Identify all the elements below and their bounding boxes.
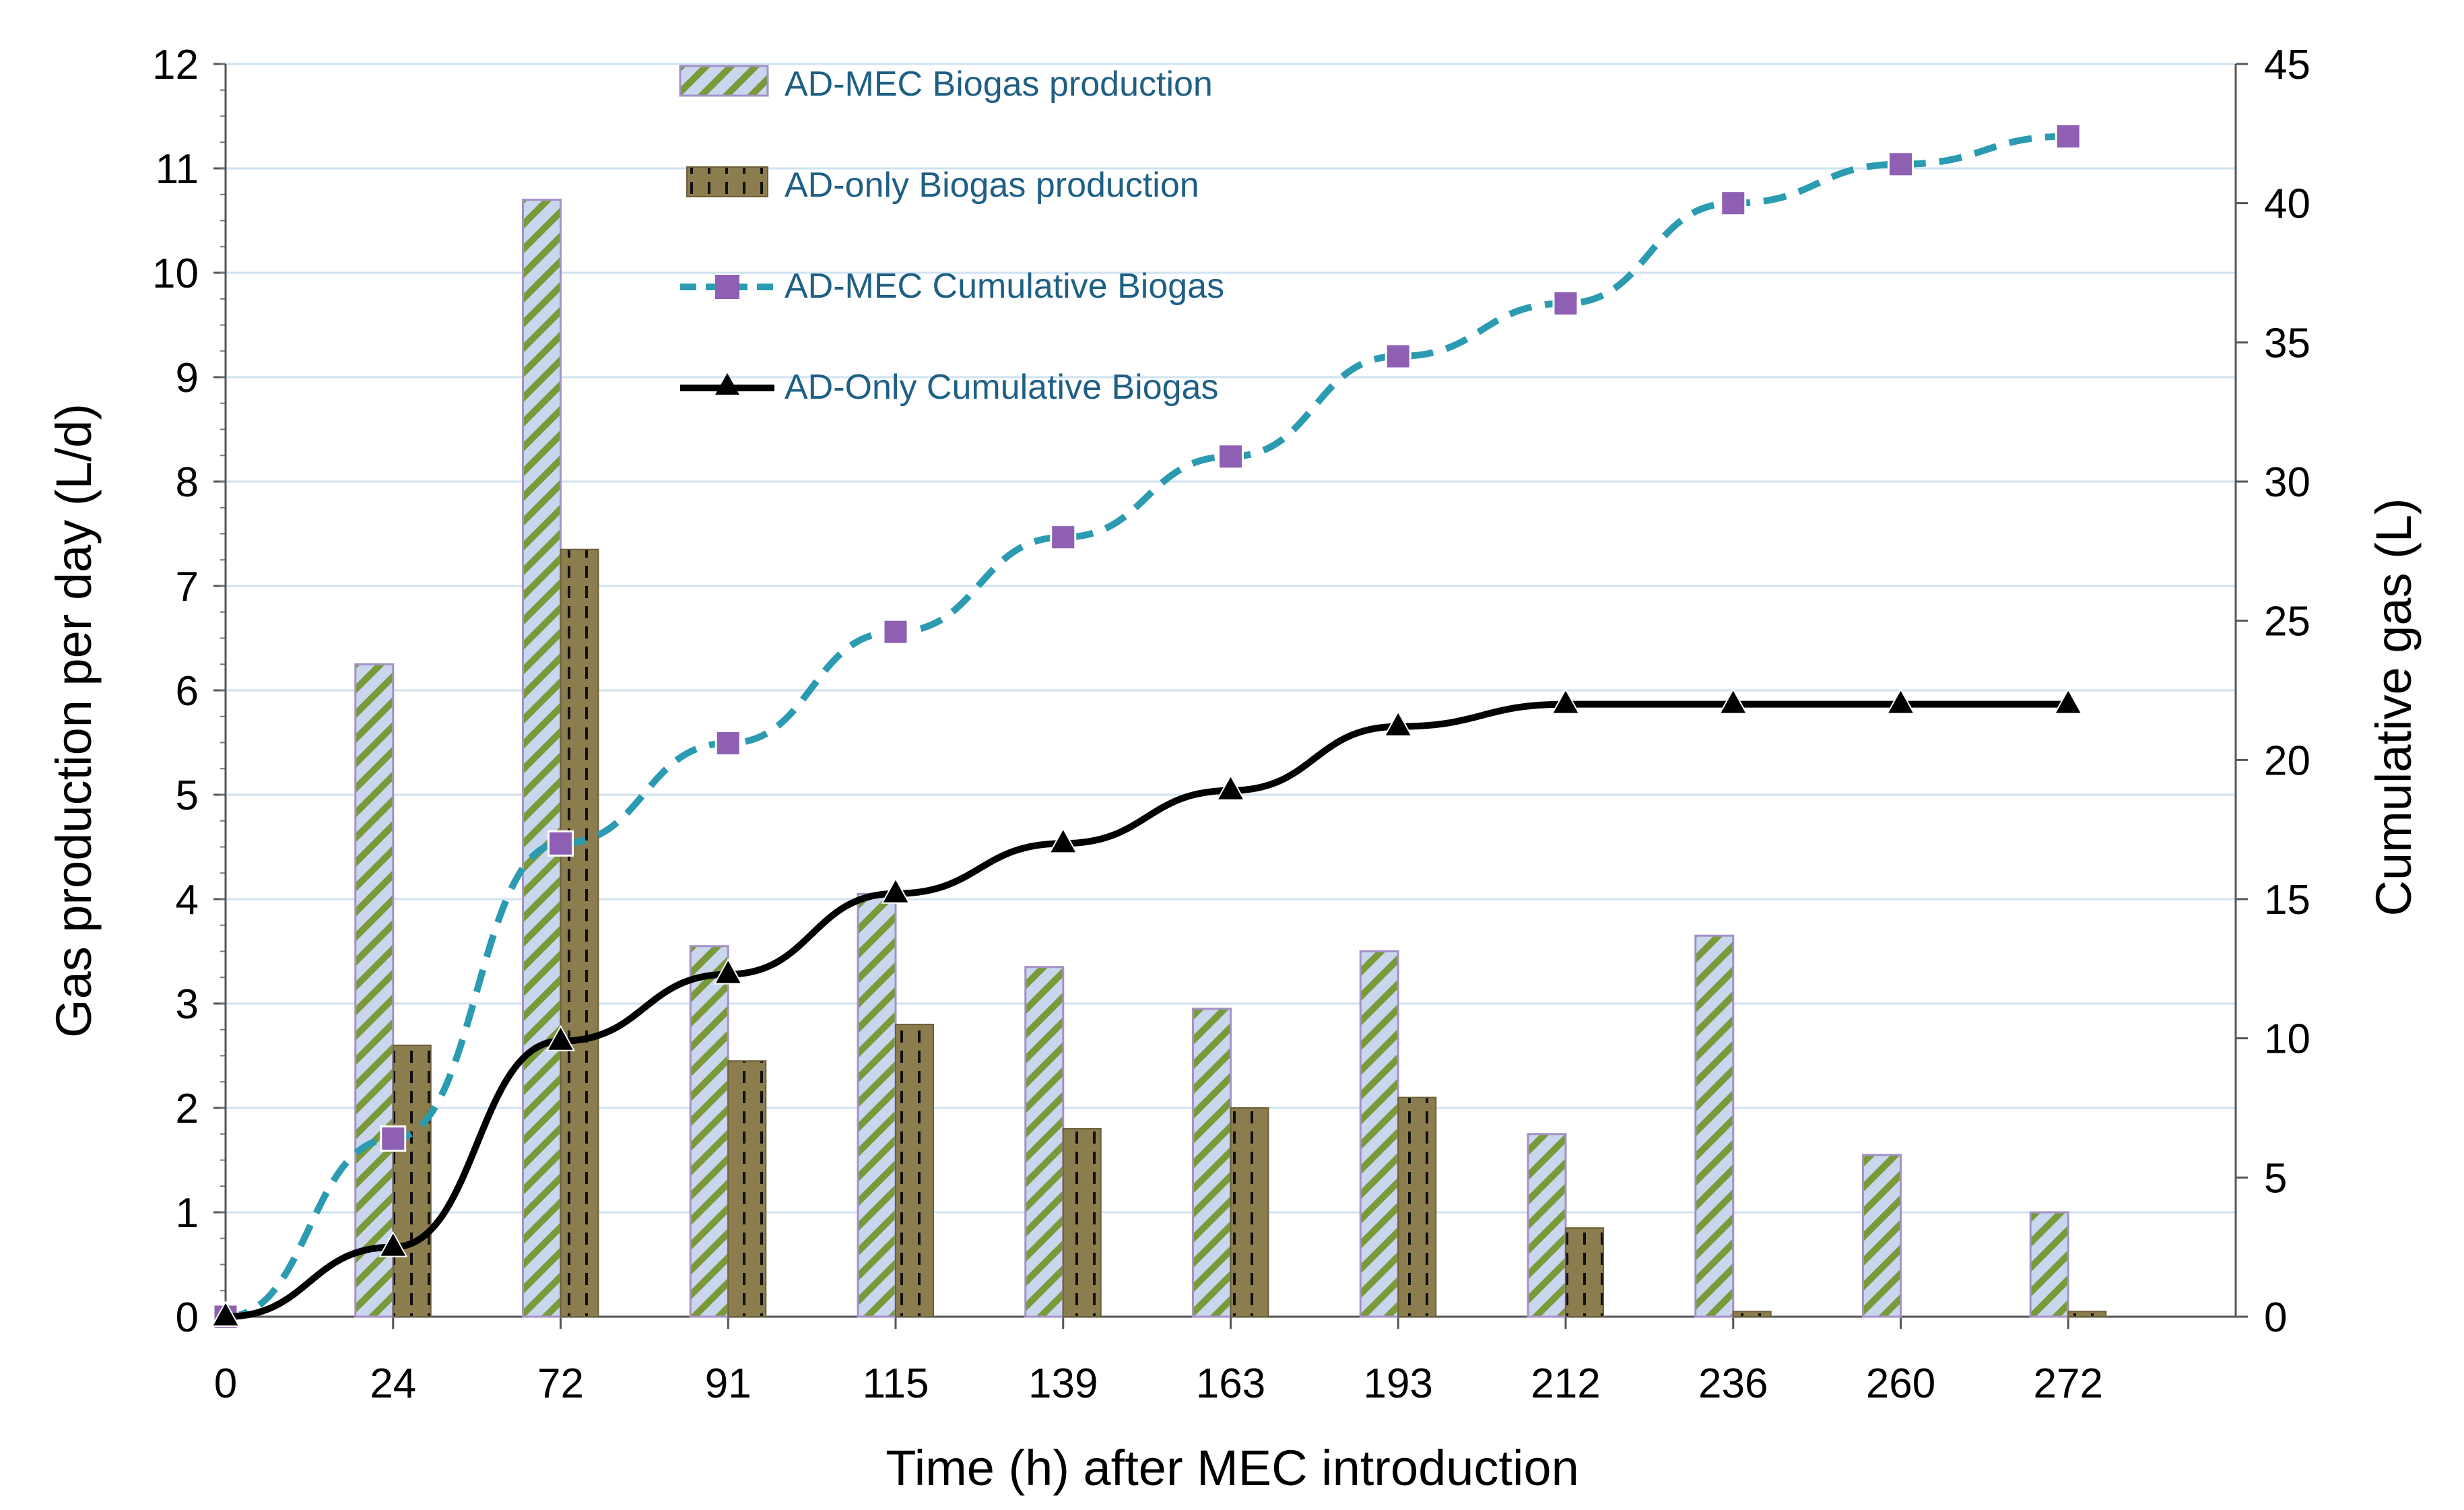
- y2-tick-label: 20: [2264, 737, 2310, 784]
- x-tick-label: 212: [1531, 1360, 1600, 1407]
- marker-ad-mec-cumulative: [1552, 290, 1579, 317]
- marker-ad-only-cumulative: [211, 1300, 240, 1327]
- legend: AD-MEC Biogas production AD-only Biogas p…: [679, 65, 1224, 407]
- marker-ad-mec-cumulative: [714, 730, 741, 757]
- bar-ad-mec-production: [1694, 934, 1735, 1318]
- y2-tick-label: 45: [2264, 42, 2310, 88]
- y2-tick-label: 40: [2264, 181, 2310, 228]
- bar-ad-only-production: [727, 1060, 767, 1317]
- legend-label: AD-MEC Biogas production: [785, 65, 1213, 104]
- marker-ad-mec-cumulative: [1720, 190, 1747, 217]
- legend-marker-ad-mec-cumulative: [715, 275, 739, 299]
- y2-axis-title: Cumulative gas (L): [2366, 498, 2422, 916]
- y-tick-label: 11: [156, 146, 199, 193]
- bar-ad-mec-production: [1527, 1133, 1567, 1318]
- marker-ad-only-cumulative: [1551, 688, 1580, 715]
- y-tick-label: 9: [176, 355, 199, 401]
- marker-ad-only-cumulative: [713, 958, 743, 985]
- bar-ad-mec-production: [1862, 1154, 1902, 1318]
- marker-ad-mec-cumulative: [1218, 443, 1244, 470]
- x-tick-label: 115: [863, 1360, 929, 1407]
- marker-ad-mec-cumulative: [1888, 151, 1914, 178]
- bar-ad-mec-production: [522, 199, 562, 1318]
- y2-tick-label: 35: [2264, 320, 2310, 366]
- marker-ad-only-cumulative: [1383, 710, 1413, 737]
- marker-ad-only-cumulative: [881, 877, 910, 904]
- bar-ad-only-production: [1230, 1107, 1269, 1317]
- line-ad-only-cumulative-biogas: [225, 700, 2069, 1320]
- marker-ad-only-cumulative: [378, 1230, 408, 1257]
- marker-ad-mec-cumulative: [380, 1125, 407, 1152]
- bar-ad-only-production: [1397, 1096, 1437, 1317]
- bar-ad-mec-production: [354, 663, 395, 1318]
- bars: [354, 199, 2107, 1318]
- bar-ad-mec-production: [857, 892, 897, 1318]
- legend-label: AD-MEC Cumulative Biogas: [785, 267, 1224, 306]
- marker-ad-mec-cumulative: [1050, 524, 1077, 551]
- marker-ad-mec-cumulative: [882, 618, 909, 645]
- bar-ad-only-production: [1732, 1311, 1772, 1317]
- marker-ad-only-cumulative: [1048, 827, 1078, 854]
- bar-ad-only-production: [2067, 1311, 2107, 1317]
- bar-ad-mec-production: [689, 945, 729, 1318]
- y2-tick-label: 5: [2264, 1155, 2287, 1202]
- y-axis-title: Gas production per day (L/d): [46, 403, 102, 1038]
- bar-ad-only-production: [1565, 1227, 1604, 1317]
- bar-ad-mec-production: [2029, 1211, 2069, 1318]
- legend-swatch-ad-mec-production: [679, 65, 769, 97]
- y-tick-label: 4: [176, 877, 199, 923]
- x-tick-label: 260: [1866, 1360, 1935, 1407]
- x-tick-label: 193: [1364, 1360, 1433, 1407]
- marker-ad-only-cumulative: [1886, 688, 1916, 715]
- bar-ad-only-production: [392, 1045, 432, 1317]
- x-tick-label: 272: [2034, 1360, 2103, 1407]
- legend-swatch-ad-only-production: [686, 166, 768, 197]
- marker-ad-only-cumulative: [1719, 688, 1748, 715]
- y-tick-label: 0: [176, 1294, 199, 1341]
- y-tick-label: 1: [176, 1190, 199, 1237]
- y2-tick-label: 30: [2264, 459, 2310, 506]
- x-tick-label: 163: [1196, 1360, 1265, 1407]
- legend-label: AD-only Biogas production: [785, 166, 1199, 205]
- legend-marker-ad-only-cumulative: [715, 373, 739, 395]
- marker-ad-only-cumulative: [545, 1024, 576, 1051]
- bar-ad-mec-production: [1359, 950, 1399, 1318]
- x-tick-label: 236: [1698, 1360, 1768, 1407]
- y-tick-label: 3: [176, 981, 199, 1028]
- y-tick-label: 2: [176, 1086, 199, 1132]
- bar-ad-mec-production: [1192, 1008, 1232, 1318]
- x-tick-label: 24: [370, 1360, 416, 1407]
- y-tick-label: 5: [176, 773, 199, 819]
- marker-ad-only-cumulative: [2053, 688, 2083, 715]
- marker-ad-mec-cumulative: [1385, 343, 1411, 370]
- y-tick-label: 7: [176, 564, 199, 610]
- marker-ad-only-cumulative: [1216, 774, 1246, 801]
- y-tick-label: 6: [176, 668, 199, 715]
- bar-ad-only-production: [560, 548, 599, 1317]
- y2-tick-label: 10: [2264, 1016, 2310, 1063]
- x-tick-label: 139: [1028, 1360, 1098, 1407]
- legend-label: AD-Only Cumulative Biogas: [785, 368, 1218, 407]
- x-tick-label: 72: [537, 1360, 584, 1407]
- line-ad-mec-cumulative-biogas: [225, 133, 2069, 1320]
- bar-ad-mec-production: [1024, 966, 1065, 1318]
- y2-tick-label: 0: [2264, 1294, 2287, 1341]
- x-axis-title: Time (h) after MEC introduction: [886, 1440, 1578, 1496]
- y2-tick-label: 15: [2264, 877, 2310, 923]
- y-tick-label: 10: [152, 251, 199, 297]
- y-tick-label: 12: [152, 42, 199, 88]
- marker-ad-mec-cumulative: [547, 830, 574, 857]
- x-tick-label: 91: [705, 1360, 752, 1407]
- y2-tick-label: 25: [2264, 599, 2310, 645]
- y-tick-label: 8: [176, 459, 199, 506]
- marker-ad-mec-cumulative: [2055, 123, 2082, 150]
- x-tick-label: 0: [214, 1360, 237, 1407]
- lines: [211, 123, 2083, 1330]
- bar-ad-only-production: [1062, 1128, 1102, 1317]
- bar-ad-only-production: [895, 1024, 934, 1317]
